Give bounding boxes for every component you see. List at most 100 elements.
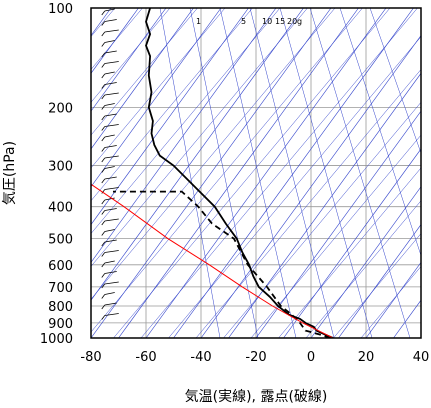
wind-barb-flag bbox=[101, 115, 106, 121]
wind-barb bbox=[104, 197, 115, 201]
wind-barb-flag bbox=[101, 136, 106, 142]
wind-barb bbox=[104, 19, 117, 22]
x-axis-label: 気温(実線), 露点(破線) bbox=[185, 389, 328, 405]
x-tick-labels: -80 -60 -40 -20 0 20 40 bbox=[80, 350, 429, 365]
adiabat-line bbox=[91, 8, 336, 300]
adiabat-line bbox=[333, 233, 421, 338]
y-tick-label: 1000 bbox=[40, 332, 73, 347]
skew-line bbox=[91, 8, 304, 301]
skew-line bbox=[91, 8, 277, 263]
wind-barb-flag bbox=[101, 283, 106, 289]
wind-barb bbox=[104, 145, 117, 148]
wind-barb bbox=[104, 71, 115, 75]
wind-barb bbox=[104, 166, 115, 169]
skew-line bbox=[338, 224, 421, 338]
wind-barb-flag bbox=[101, 157, 106, 163]
skew-line bbox=[173, 8, 414, 338]
plot-frame bbox=[90, 7, 422, 339]
mixing-ratio-label: 10 bbox=[262, 17, 272, 26]
y-tick-label: 200 bbox=[48, 101, 73, 116]
adiabat-line bbox=[91, 8, 198, 136]
series-line-1 bbox=[113, 190, 331, 338]
adiabat-line bbox=[223, 101, 421, 338]
wind-barb bbox=[104, 250, 119, 253]
mixing-ratio-label: 5 bbox=[241, 17, 246, 26]
skew-line bbox=[91, 8, 194, 150]
mixing-ratio-labels: 1 5 10 15 20 g bbox=[196, 17, 302, 26]
y-tick-label: 100 bbox=[48, 2, 73, 17]
wind-barb-flag bbox=[101, 168, 106, 173]
wind-barb bbox=[104, 260, 115, 264]
x-tick-label: -80 bbox=[80, 350, 101, 365]
wind-barb-flag bbox=[101, 241, 106, 247]
wind-barb bbox=[104, 271, 117, 274]
wind-barb-flag bbox=[101, 231, 106, 236]
mixing-line bbox=[339, 8, 421, 257]
mixing-ratio-label: 15 bbox=[275, 17, 285, 26]
series-group bbox=[91, 8, 334, 338]
wind-barb bbox=[104, 92, 119, 96]
adiabat-line bbox=[360, 265, 421, 338]
mixing-ratio-label: g bbox=[297, 17, 302, 26]
series-line-2 bbox=[91, 183, 334, 338]
y-tick-label: 600 bbox=[48, 259, 73, 274]
wind-barb-flag bbox=[101, 84, 106, 89]
adiabat-line bbox=[91, 8, 363, 333]
adiabat-line bbox=[168, 36, 421, 338]
skew-line bbox=[283, 148, 421, 338]
adiabat-line bbox=[195, 69, 421, 338]
skew-line bbox=[255, 110, 421, 338]
wind-barb-flag bbox=[101, 294, 106, 299]
wind-barb bbox=[104, 113, 117, 117]
y-tick-label: 500 bbox=[48, 233, 73, 248]
wind-barb-flag bbox=[101, 199, 106, 205]
y-tick-label: 300 bbox=[48, 159, 73, 174]
wind-barb bbox=[104, 187, 119, 190]
wind-barb bbox=[104, 61, 119, 64]
wind-barb bbox=[104, 176, 117, 180]
wind-barb-flag bbox=[101, 252, 106, 257]
y-axis-label: 気圧(hPa) bbox=[2, 141, 18, 205]
mixing-line bbox=[159, 8, 221, 338]
wind-barb-flag bbox=[101, 210, 106, 215]
x-tick-label: -40 bbox=[190, 350, 211, 365]
adiabat-line bbox=[91, 8, 143, 70]
wind-barb-flag bbox=[101, 315, 106, 320]
wind-barb bbox=[104, 40, 115, 43]
wind-barb-flag bbox=[101, 262, 106, 268]
x-tick-label: -60 bbox=[135, 350, 156, 365]
wind-barb bbox=[104, 229, 115, 232]
x-tick-label: 20 bbox=[358, 350, 375, 365]
skew-line bbox=[91, 8, 139, 74]
wind-barb bbox=[104, 50, 117, 54]
adiabat-line bbox=[140, 8, 418, 338]
y-tick-label: 800 bbox=[48, 300, 73, 315]
adiabat-line bbox=[91, 8, 116, 38]
skew-line bbox=[145, 8, 387, 338]
wind-barb bbox=[104, 281, 119, 285]
adiabat-line bbox=[305, 200, 421, 338]
guide-lines bbox=[91, 8, 421, 338]
adiabat-line bbox=[250, 134, 421, 338]
adiabat-line bbox=[91, 8, 171, 103]
wind-barb-flag bbox=[101, 105, 106, 110]
skew-line bbox=[91, 8, 332, 338]
y-tick-label: 900 bbox=[48, 317, 73, 332]
mixing-ratio-label: 20 bbox=[287, 17, 297, 26]
skew-line bbox=[91, 8, 249, 226]
wind-barb bbox=[104, 29, 119, 33]
mixing-line bbox=[309, 8, 411, 338]
wind-barb bbox=[104, 103, 115, 106]
wind-barb bbox=[104, 208, 117, 211]
mixing-line bbox=[279, 8, 373, 338]
wind-barb bbox=[104, 302, 117, 306]
x-tick-label: 0 bbox=[307, 350, 315, 365]
adiabat-line bbox=[91, 8, 226, 169]
skew-line bbox=[91, 8, 222, 188]
skew-line bbox=[310, 186, 421, 338]
wind-barb bbox=[104, 313, 119, 316]
wind-barb-flag bbox=[101, 220, 106, 226]
wind-barb-flag bbox=[101, 21, 106, 26]
mixing-line bbox=[189, 8, 259, 338]
adiabat-line bbox=[278, 167, 421, 338]
